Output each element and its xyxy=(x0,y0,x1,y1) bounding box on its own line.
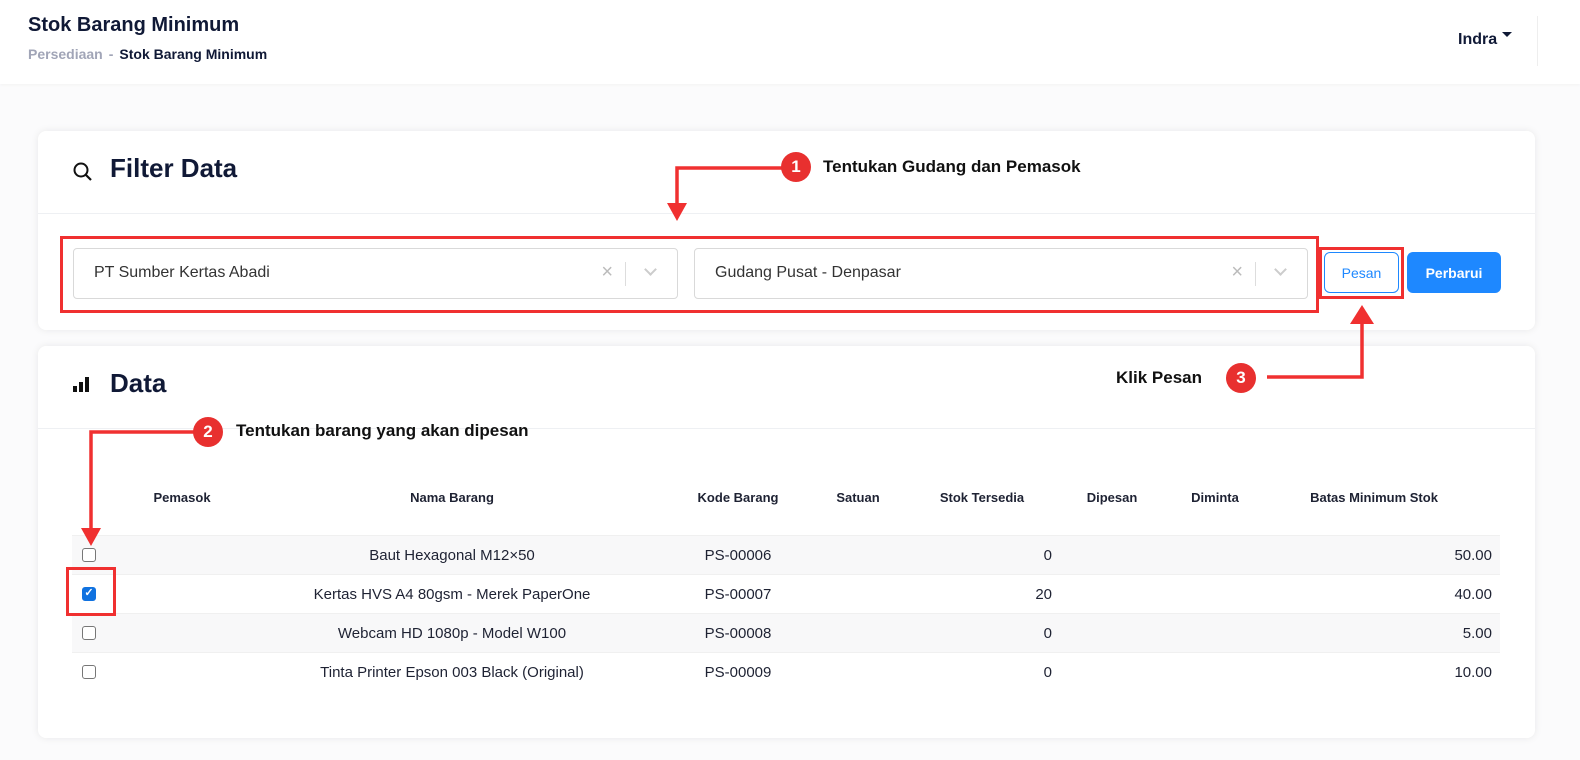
col-dipesan[interactable]: Dipesan xyxy=(1086,490,1138,505)
annotation-text-3: Klik Pesan xyxy=(1116,368,1202,387)
row-checkbox[interactable] xyxy=(82,626,96,640)
user-menu[interactable]: Indra xyxy=(1458,31,1513,49)
cell-batas-minimum: 10.00 xyxy=(1454,664,1492,681)
annotation-badge-2: 2 xyxy=(193,417,223,447)
breadcrumb-separator: - xyxy=(108,46,114,62)
cell-kode-barang: PS-00006 xyxy=(704,547,772,564)
search-icon xyxy=(73,162,92,181)
pemasok-select[interactable]: PT Sumber Kertas Abadi × xyxy=(73,248,678,299)
annotation-badge-3: 3 xyxy=(1226,363,1256,393)
breadcrumb: Persediaan - Stok Barang Minimum xyxy=(28,46,267,62)
cell-nama-barang: Kertas HVS A4 80gsm - Merek PaperOne xyxy=(313,586,591,603)
annotation-box-pesan xyxy=(1319,247,1404,299)
col-diminta[interactable]: Diminta xyxy=(1191,490,1239,505)
cell-stok-tersedia: 0 xyxy=(1043,547,1052,564)
cell-stok-tersedia: 0 xyxy=(1043,625,1052,642)
cell-kode-barang: PS-00009 xyxy=(704,664,772,681)
pesan-button[interactable]: Pesan xyxy=(1324,252,1399,293)
clear-icon[interactable]: × xyxy=(1231,261,1243,283)
top-bar: Stok Barang Minimum Persediaan - Stok Bara… xyxy=(0,0,1580,84)
user-name: Indra xyxy=(1458,31,1498,48)
annotation-badge-1: 1 xyxy=(781,152,811,182)
filter-title: Filter Data xyxy=(110,153,238,183)
col-nama-barang[interactable]: Nama Barang xyxy=(410,490,494,505)
breadcrumb-persediaan[interactable]: Persediaan xyxy=(28,46,103,62)
table-row: Tinta Printer Epson 003 Black (Original)… xyxy=(72,652,1500,691)
table-row: Baut Hexagonal M12×50 PS-00006 0 50.00 xyxy=(72,535,1500,574)
annotation-box-checkbox xyxy=(66,567,116,616)
cell-batas-minimum: 50.00 xyxy=(1454,547,1492,564)
cell-kode-barang: PS-00008 xyxy=(704,625,772,642)
col-satuan[interactable]: Satuan xyxy=(836,490,880,505)
row-checkbox[interactable]: ✓ xyxy=(82,587,96,601)
row-checkbox[interactable] xyxy=(82,665,96,679)
cell-kode-barang: PS-00007 xyxy=(704,586,772,603)
row-checkbox[interactable] xyxy=(82,548,96,562)
gudang-value: Gudang Pusat - Denpasar xyxy=(715,264,901,281)
table-row: Webcam HD 1080p - Model W100 PS-00008 0 … xyxy=(72,613,1500,652)
cell-stok-tersedia: 0 xyxy=(1043,664,1052,681)
table-row: ✓ Kertas HVS A4 80gsm - Merek PaperOne P… xyxy=(72,574,1500,613)
col-batas-minimum[interactable]: Batas Minimum Stok xyxy=(1310,490,1438,505)
annotation-box-filter xyxy=(60,236,1319,313)
cell-nama-barang: Webcam HD 1080p - Model W100 xyxy=(337,625,567,642)
col-pemasok[interactable]: Pemasok xyxy=(153,490,211,505)
cell-nama-barang: Baut Hexagonal M12×50 xyxy=(369,547,535,564)
data-title: Data xyxy=(110,368,167,398)
cell-batas-minimum: 5.00 xyxy=(1462,625,1492,642)
divider xyxy=(1537,16,1538,66)
annotation-text-2: Tentukan barang yang akan dipesan xyxy=(236,421,529,440)
caret-down-icon xyxy=(1502,32,1513,42)
perbarui-button[interactable]: Perbarui xyxy=(1407,252,1501,293)
gudang-select[interactable]: Gudang Pusat - Denpasar × xyxy=(694,248,1308,299)
cell-stok-tersedia: 20 xyxy=(1035,586,1052,603)
annotation-text-1: Tentukan Gudang dan Pemasok xyxy=(823,157,1081,176)
col-kode-barang[interactable]: Kode Barang xyxy=(697,490,779,505)
page-title: Stok Barang Minimum xyxy=(28,14,240,36)
col-stok-tersedia[interactable]: Stok Tersedia xyxy=(939,490,1025,505)
pemasok-value: PT Sumber Kertas Abadi xyxy=(94,264,270,281)
bar-chart-icon xyxy=(73,377,89,392)
breadcrumb-current: Stok Barang Minimum xyxy=(119,46,268,62)
cell-batas-minimum: 40.00 xyxy=(1454,586,1492,603)
cell-nama-barang: Tinta Printer Epson 003 Black (Original) xyxy=(320,664,584,681)
clear-icon[interactable]: × xyxy=(601,261,613,283)
